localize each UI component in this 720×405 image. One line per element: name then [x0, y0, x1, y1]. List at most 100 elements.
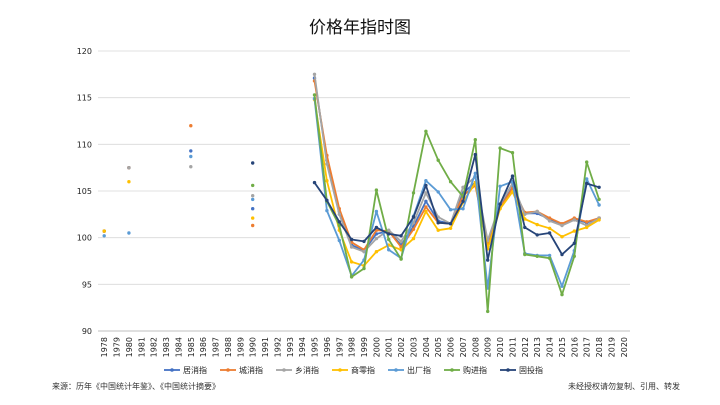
- legend-item: 购进指: [444, 365, 487, 375]
- x-tick-label: 2001: [385, 337, 394, 357]
- x-tick-label: 1991: [261, 337, 270, 357]
- data-point: [251, 161, 255, 165]
- source-note: 来源：历年《中国统计年鉴》、《中国统计摘要》: [52, 382, 220, 391]
- data-point: [387, 232, 391, 236]
- y-tick-label: 110: [77, 140, 92, 149]
- legend-item: 商零指: [332, 365, 375, 375]
- data-point: [362, 266, 366, 271]
- x-tick-label: 1993: [286, 337, 295, 357]
- data-point: [424, 183, 428, 188]
- x-tick-label: 2010: [496, 337, 505, 357]
- data-point: [448, 208, 453, 212]
- data-point: [189, 165, 193, 169]
- legend-marker: [226, 368, 230, 372]
- x-tick-label: 1978: [100, 337, 109, 357]
- legend-item: 固投指: [500, 365, 543, 375]
- data-point: [585, 181, 589, 186]
- data-point: [547, 253, 552, 258]
- data-point: [572, 241, 576, 245]
- x-tick-label: 1988: [224, 337, 233, 357]
- data-point: [535, 222, 539, 227]
- x-tick-label: 1987: [212, 337, 221, 357]
- data-point: [349, 260, 354, 264]
- x-tick-label: 1999: [360, 337, 369, 357]
- data-point: [399, 257, 403, 261]
- x-tick-label: 1995: [311, 337, 320, 357]
- x-tick-label: 2011: [508, 337, 517, 357]
- x-tick-label: 2006: [447, 337, 456, 357]
- x-tick-label: 2000: [372, 337, 381, 357]
- data-point: [251, 197, 255, 202]
- data-point: [251, 194, 255, 198]
- x-tick-label: 2008: [471, 337, 480, 357]
- x-tick-label: 1983: [162, 337, 171, 357]
- series-line: [313, 77, 600, 252]
- data-point: [387, 237, 391, 242]
- x-tick-label: 2015: [558, 337, 567, 357]
- x-tick-label: 1997: [335, 337, 344, 357]
- data-point: [374, 209, 379, 214]
- data-point: [473, 152, 477, 157]
- data-point: [362, 239, 366, 244]
- data-point: [585, 225, 589, 230]
- data-point: [523, 217, 527, 221]
- data-point: [411, 191, 416, 195]
- legend-label: 购进指: [463, 365, 487, 375]
- data-point: [486, 309, 490, 314]
- y-tick-label: 120: [77, 47, 92, 56]
- data-point: [411, 236, 416, 241]
- data-point: [424, 129, 428, 133]
- legend-label: 出厂指: [407, 365, 431, 375]
- data-point: [461, 185, 465, 189]
- legend-marker: [394, 368, 398, 372]
- data-point: [424, 191, 428, 195]
- x-tick-label: 1980: [125, 337, 134, 357]
- x-tick-label: 1998: [348, 337, 357, 357]
- legend-marker: [282, 368, 286, 372]
- x-tick-label: 2003: [409, 337, 418, 357]
- legend-label: 居消指: [183, 365, 207, 375]
- data-point: [127, 166, 131, 170]
- legend-item: 居消指: [164, 365, 207, 375]
- gridlines: [98, 50, 630, 332]
- legend-marker: [450, 368, 454, 372]
- data-point: [312, 72, 317, 77]
- data-point: [337, 220, 341, 224]
- x-tick-label: 2009: [484, 337, 493, 357]
- data-point: [362, 250, 366, 254]
- data-point: [424, 179, 428, 183]
- data-point: [325, 162, 329, 166]
- x-tick-label: 2012: [521, 337, 530, 357]
- data-point: [251, 223, 255, 228]
- data-point: [585, 160, 589, 164]
- legend-label: 乡消指: [295, 365, 319, 375]
- data-point: [585, 220, 589, 224]
- data-point: [498, 202, 502, 206]
- x-tick-label: 2002: [397, 337, 406, 357]
- y-tick-label: 105: [77, 187, 92, 196]
- data-point: [523, 225, 527, 230]
- data-point: [448, 226, 453, 230]
- data-point: [597, 203, 601, 207]
- data-point: [127, 180, 131, 184]
- x-tick-label: 1992: [273, 337, 282, 357]
- x-tick-label: 1990: [249, 337, 258, 357]
- data-point: [547, 231, 552, 235]
- data-point: [560, 292, 564, 297]
- data-point: [448, 222, 453, 226]
- data-point: [510, 174, 515, 178]
- series-line: [313, 153, 600, 262]
- legend-item: 出厂指: [388, 365, 431, 375]
- data-point: [473, 138, 477, 142]
- data-point: [399, 234, 403, 238]
- data-point: [547, 216, 552, 220]
- data-point: [560, 284, 564, 288]
- data-point: [597, 197, 601, 202]
- x-tick-label: 2014: [546, 337, 555, 357]
- series-line: [313, 74, 600, 253]
- data-point: [387, 228, 391, 232]
- legend-item: 乡消指: [276, 365, 319, 375]
- x-tick-label: 2007: [459, 337, 468, 357]
